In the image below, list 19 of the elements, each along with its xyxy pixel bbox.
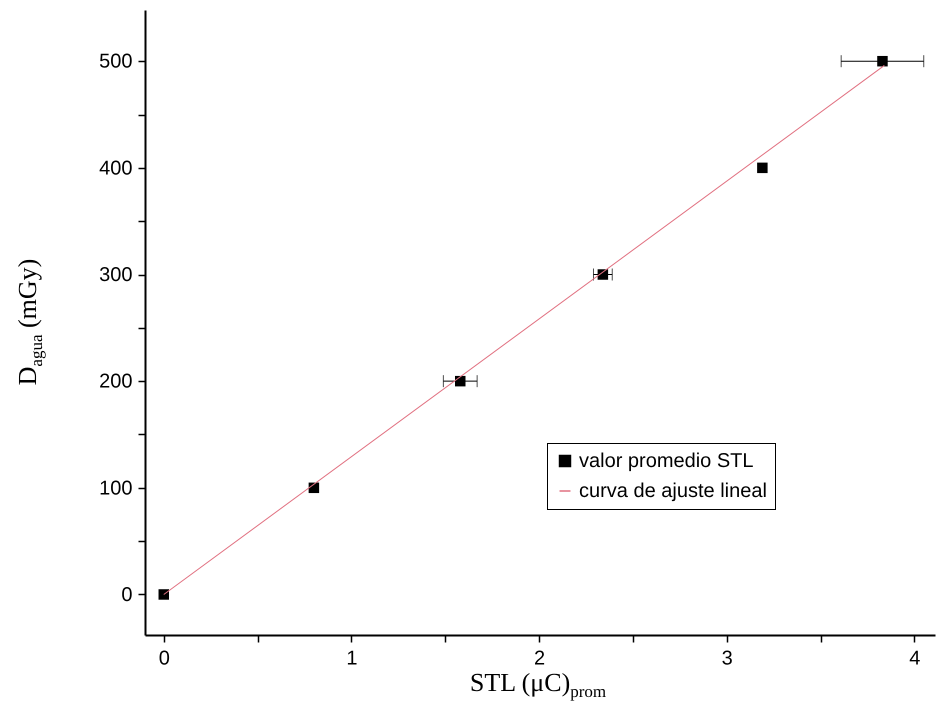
x-tick-label: 3: [722, 648, 733, 670]
x-axis-title: STL (μC)$_{prom}$: [468, 668, 608, 702]
point: [757, 162, 768, 174]
x-tick-label: 2: [534, 648, 546, 670]
point: [308, 482, 320, 494]
point: [877, 56, 888, 66]
x-tick-label: 4: [909, 648, 920, 670]
point: [455, 376, 466, 386]
y-tick-label: 300: [99, 264, 132, 286]
y-tick-label: 200: [99, 370, 132, 393]
y-tick-label: 100: [99, 477, 132, 500]
y-tick-label: 500: [99, 50, 132, 73]
y-tick-label: 400: [99, 157, 132, 180]
legend-label: curva de ajuste lineal: [579, 480, 767, 502]
y-tick-label: 0: [121, 584, 132, 606]
legend-label: valor promedio STL: [579, 450, 754, 472]
x-tick-label: 1: [346, 648, 358, 670]
x-tick-label: 0: [158, 648, 170, 670]
point: [158, 589, 170, 600]
